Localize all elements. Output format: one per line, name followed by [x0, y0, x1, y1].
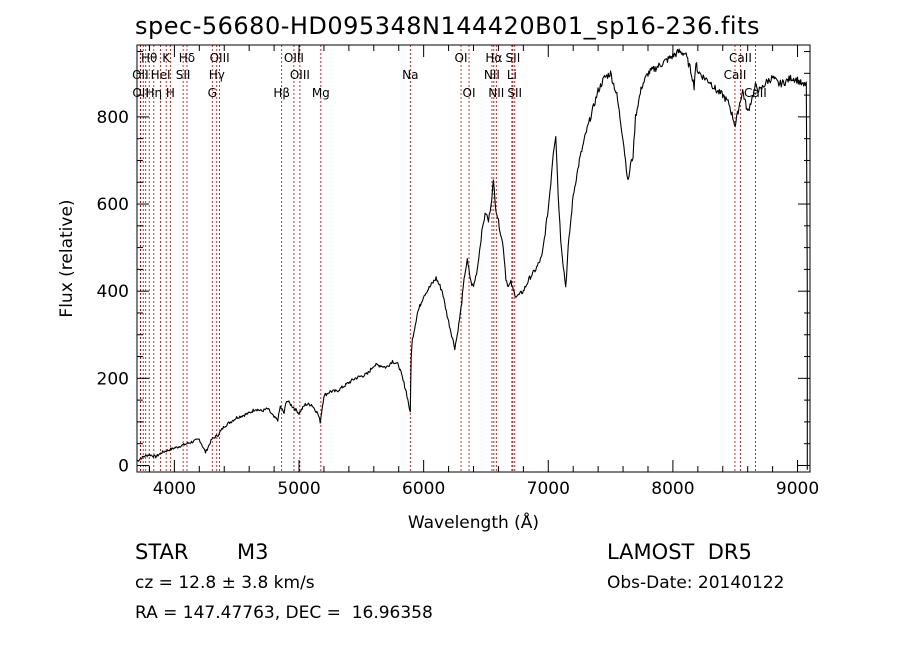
redshift-readout: cz = 12.8 ± 3.8 km/s: [135, 573, 315, 593]
chart-title: spec-56680-HD095348N144420B01_sp16-236.f…: [135, 12, 760, 40]
spectral-line-label: Hθ: [141, 51, 157, 65]
spectral-line-label: Na: [402, 68, 418, 82]
spectral-line-label: SII: [507, 86, 522, 100]
spectral-line-label: OIII: [290, 68, 310, 82]
object-subclass: M3: [237, 540, 269, 564]
y-tick-label: 400: [97, 282, 129, 302]
spectral-line-label: SII: [176, 68, 191, 82]
spectral-line-label: OIII: [210, 51, 230, 65]
x-tick-label: 9000: [776, 479, 819, 499]
spectral-line-label: G: [208, 86, 217, 100]
spectral-line-label: SII: [506, 51, 521, 65]
survey-name: LAMOST DR5: [607, 540, 752, 564]
spectral-line-label: CaII: [744, 86, 767, 100]
x-axis-label: Wavelength (Å): [408, 511, 539, 533]
spectral-line-label: NII: [488, 86, 504, 100]
spectral-line-label: OI: [463, 86, 476, 100]
spectral-line-label: OI: [455, 51, 468, 65]
y-tick-label: 0: [118, 456, 129, 476]
observation-date: Obs-Date: 20140122: [607, 573, 785, 593]
y-tick-label: 600: [97, 195, 129, 215]
axis-ticks: 4000 5000 6000 7000 8000 9000 0 200 400 600 800: [97, 45, 819, 499]
y-axis-label: Flux (relative): [57, 199, 77, 317]
spectral-line-label: K: [162, 51, 171, 65]
spectral-line-label: CaII: [724, 68, 747, 82]
spectral-line-label: NII: [484, 68, 500, 82]
spectral-line-label: Hδ: [179, 51, 195, 65]
spectral-line-label: Hα: [485, 51, 502, 65]
plot-frame: [136, 44, 811, 473]
spectral-line-label: OII: [132, 86, 149, 100]
spectral-line-label: Mg: [312, 86, 330, 100]
spectral-line-label: H: [166, 86, 175, 100]
coordinates-readout: RA = 147.47763, DEC = 16.96358: [135, 603, 433, 623]
spectral-line-label: Hη: [146, 86, 163, 100]
spectral-line-label: Hβ: [273, 86, 290, 100]
spectral-line-label: HeI: [151, 68, 171, 82]
line-marker-layer: [139, 45, 756, 472]
x-tick-label: 7000: [527, 479, 570, 499]
spectral-line-label: OIII: [284, 51, 304, 65]
x-tick-label: 5000: [277, 479, 320, 499]
spectral-line-label: Li: [507, 68, 517, 82]
x-tick-label: 4000: [153, 479, 196, 499]
x-tick-label: 8000: [651, 479, 694, 499]
y-tick-label: 200: [97, 369, 129, 389]
spectral-line-label: CaII: [729, 51, 752, 65]
spectrum-line: [136, 48, 808, 470]
object-class: STAR: [135, 540, 189, 564]
spectral-line-label: OII: [132, 68, 149, 82]
x-tick-label: 6000: [402, 479, 445, 499]
y-tick-label: 800: [97, 108, 129, 128]
spectral-line-label: Hγ: [209, 68, 225, 82]
